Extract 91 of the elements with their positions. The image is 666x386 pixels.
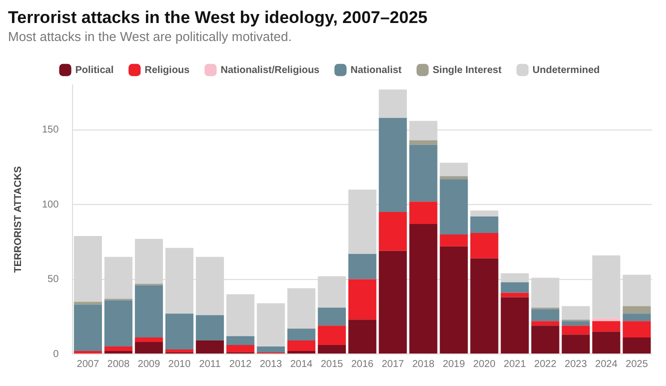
legend-label: Single Interest <box>432 64 502 76</box>
bar <box>409 140 438 145</box>
bar <box>562 321 590 326</box>
x-tick-label: 2019 <box>442 358 466 370</box>
legend-label: Nationalist/Religious <box>220 64 320 76</box>
bar <box>256 303 285 347</box>
bar <box>318 308 346 326</box>
bar <box>470 210 498 217</box>
bar <box>622 338 651 354</box>
x-tick-label: 2018 <box>412 358 435 370</box>
x-tick-label: 2007 <box>76 358 100 370</box>
bar <box>470 216 498 233</box>
bar <box>470 232 498 258</box>
y-tick-label: 100 <box>42 199 60 210</box>
legend-label: Nationalist <box>350 64 402 76</box>
x-tick-label: 2021 <box>504 358 526 370</box>
bar <box>134 338 163 342</box>
bar <box>409 202 438 224</box>
bar <box>348 279 376 320</box>
bar <box>500 282 529 293</box>
bar <box>622 314 651 322</box>
bar <box>562 306 590 320</box>
bar <box>592 321 620 332</box>
x-tick-label: 2020 <box>473 358 496 370</box>
bar <box>104 346 132 352</box>
bar <box>226 294 254 336</box>
bar <box>348 320 376 354</box>
bar <box>531 326 560 354</box>
bar <box>592 318 620 322</box>
bar <box>165 314 194 350</box>
x-tick-label: 2015 <box>320 358 344 370</box>
bar <box>134 342 163 354</box>
y-tick-label: 50 <box>48 274 60 286</box>
bar <box>256 346 285 353</box>
chart-subtitle: Most attacks in the West are politically motivated. <box>8 28 293 45</box>
bar <box>440 179 468 234</box>
x-tick-label: 2012 <box>229 358 252 370</box>
bar <box>134 285 163 338</box>
legend-label: Religious <box>144 64 190 76</box>
bar <box>196 340 224 354</box>
x-tick-label: 2011 <box>199 358 222 370</box>
x-tick-label: 2014 <box>290 358 313 370</box>
x-tick-label: 2017 <box>382 358 404 370</box>
bar <box>500 297 529 354</box>
bar <box>409 224 438 354</box>
bar <box>440 176 468 180</box>
bar <box>440 246 468 354</box>
x-tick-label: 2008 <box>107 358 130 370</box>
legend-label: Political <box>75 64 114 76</box>
bar <box>440 234 468 246</box>
y-tick-label: 150 <box>42 124 60 136</box>
bar <box>562 334 590 354</box>
bar <box>531 309 560 322</box>
bar <box>622 306 651 314</box>
bar <box>104 300 132 347</box>
bar <box>562 326 590 335</box>
bar <box>409 144 438 202</box>
bar <box>226 345 254 353</box>
bar <box>287 288 316 329</box>
bar <box>226 336 254 346</box>
chart-title: Terrorist attacks in the West by ideology, 2007–2025 <box>8 8 429 28</box>
x-tick-label: 2013 <box>260 358 282 370</box>
y-axis-title: TERRORIST ATTACKS <box>12 166 24 273</box>
x-tick-label: 2022 <box>534 358 557 370</box>
x-tick-label: 2023 <box>564 358 588 370</box>
bar <box>348 254 376 280</box>
bar <box>318 326 346 346</box>
bar <box>287 328 316 341</box>
legend-label: Undetermined <box>532 64 600 76</box>
bar <box>531 321 560 326</box>
x-tick-label: 2009 <box>138 358 160 370</box>
x-tick-label: 2010 <box>168 358 191 370</box>
bar <box>318 345 346 354</box>
x-tick-label: 2024 <box>595 358 618 370</box>
bar <box>287 340 316 352</box>
bar <box>378 212 407 251</box>
bar <box>196 315 224 341</box>
bar <box>74 304 102 352</box>
bar <box>378 89 407 118</box>
x-tick-label: 2016 <box>351 358 374 370</box>
y-tick-label: 0 <box>53 348 60 360</box>
bar <box>378 118 407 212</box>
bar <box>378 250 407 354</box>
bar <box>592 332 620 354</box>
bar <box>74 302 102 305</box>
bar <box>470 258 498 354</box>
bar <box>440 162 468 176</box>
bar <box>165 350 194 353</box>
x-tick-label: 2025 <box>626 358 648 370</box>
bar <box>622 321 651 338</box>
bar <box>500 292 529 298</box>
